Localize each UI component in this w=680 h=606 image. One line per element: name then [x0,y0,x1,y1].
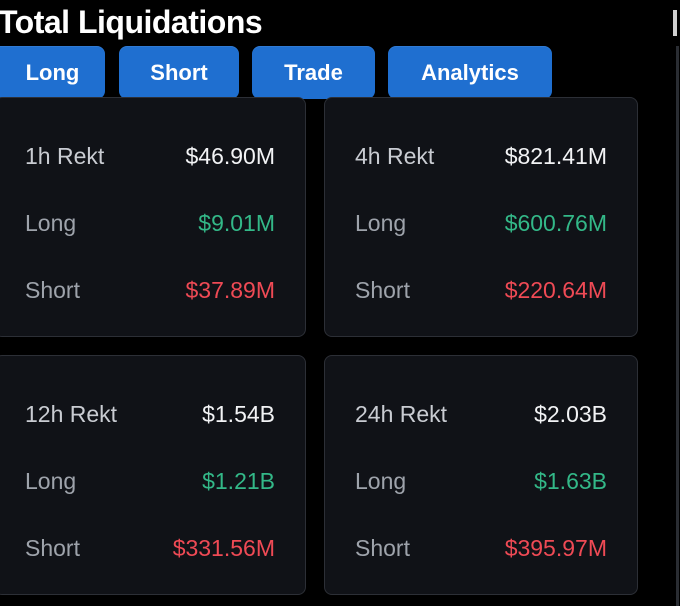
short-value: $395.97M [504,534,607,561]
tab-short[interactable]: Short [119,46,239,99]
tab-trade[interactable]: Trade [252,46,375,99]
short-value: $331.56M [172,534,275,561]
long-row: Long $1.63B [355,466,607,496]
total-value: $821.41M [504,142,607,169]
edge-divider [676,46,679,606]
short-label: Short [355,534,410,561]
tab-analytics[interactable]: Analytics [388,46,552,99]
long-value: $1.21B [202,467,275,494]
total-value: $46.90M [185,142,275,169]
card-header-row: 4h Rekt $821.41M [355,141,607,171]
long-value: $9.01M [198,209,275,236]
period-label: 1h Rekt [25,142,105,169]
page-title: Total Liquidations [0,4,263,40]
long-label: Long [25,209,77,236]
period-label: 12h Rekt [25,400,118,427]
liquidation-card-4h: 4h Rekt $821.41M Long $600.76M Short $22… [324,97,638,337]
liquidation-card-24h: 24h Rekt $2.03B Long $1.63B Short $395.9… [324,355,638,595]
total-value: $1.54B [202,400,275,427]
long-row: Long $1.21B [25,466,275,496]
liquidation-card-12h: 12h Rekt $1.54B Long $1.21B Short $331.5… [0,355,306,595]
short-row: Short $220.64M [355,275,607,305]
card-header-row: 24h Rekt $2.03B [355,399,607,429]
liquidation-card-1h: 1h Rekt $46.90M Long $9.01M Short $37.89… [0,97,306,337]
total-value: $2.03B [534,400,607,427]
short-label: Short [25,276,80,303]
card-header-row: 12h Rekt $1.54B [25,399,275,429]
short-value: $220.64M [504,276,607,303]
long-label: Long [355,209,407,236]
long-label: Long [355,467,407,494]
short-label: Short [355,276,410,303]
long-row: Long $600.76M [355,208,607,238]
short-row: Short $331.56M [25,533,275,563]
long-value: $1.63B [534,467,607,494]
card-header-row: 1h Rekt $46.90M [25,141,275,171]
period-label: 4h Rekt [355,142,435,169]
long-row: Long $9.01M [25,208,275,238]
short-row: Short $37.89M [25,275,275,305]
long-label: Long [25,467,77,494]
long-value: $600.76M [504,209,607,236]
short-row: Short $395.97M [355,533,607,563]
edge-mark [673,10,677,36]
short-value: $37.89M [185,276,275,303]
tab-long[interactable]: Long [0,46,105,99]
short-label: Short [25,534,80,561]
period-label: 24h Rekt [355,400,448,427]
